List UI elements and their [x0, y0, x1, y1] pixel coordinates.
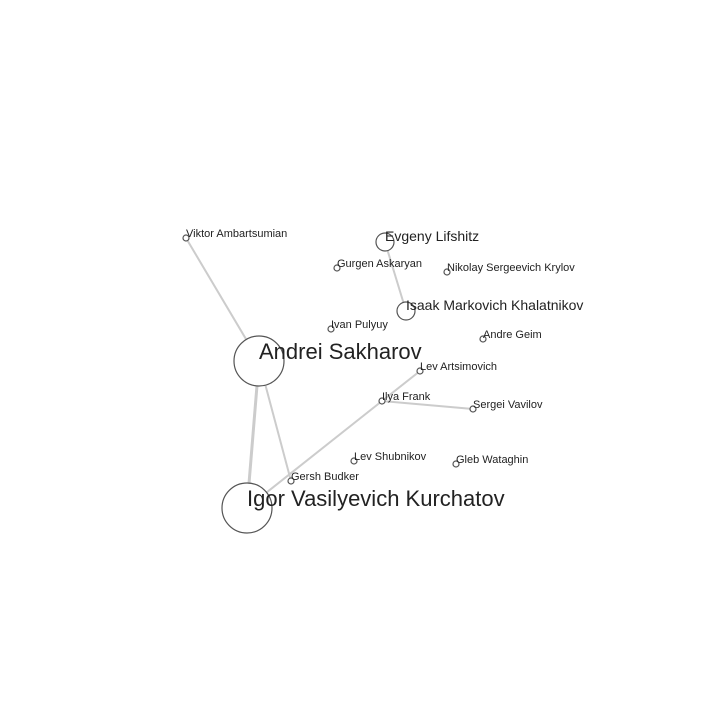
node-label-vavilov: Sergei Vavilov — [473, 399, 543, 411]
node-vavilov[interactable] — [469, 405, 477, 413]
node-label-wataghin: Gleb Wataghin — [456, 454, 528, 466]
node-artsimovich[interactable] — [416, 367, 424, 375]
node-label-lifshitz: Evgeny Lifshitz — [385, 228, 479, 244]
node-label-askaryan: Gurgen Askaryan — [337, 258, 422, 270]
node-label-sakharov: Andrei Sakharov — [259, 339, 422, 364]
edge-layer — [185, 237, 474, 509]
node-geim[interactable] — [479, 335, 487, 343]
node-label-budker: Gersh Budker — [291, 471, 359, 483]
node-label-pulyuy: Ivan Pulyuy — [331, 319, 388, 331]
node-frank[interactable] — [378, 397, 386, 405]
edge-artsimovich-frank — [381, 370, 421, 402]
node-label-frank: Ilya Frank — [382, 391, 431, 403]
node-sakharov[interactable] — [233, 335, 285, 387]
node-label-krylov: Nikolay Sergeevich Krylov — [447, 262, 575, 274]
node-label-khalatnikov: Isaak Markovich Khalatnikov — [406, 297, 583, 313]
node-budker[interactable] — [287, 477, 295, 485]
node-krylov[interactable] — [443, 268, 451, 276]
edge-frank-kurchatov — [246, 400, 383, 509]
node-kurchatov[interactable] — [221, 482, 273, 534]
node-label-kurchatov: Igor Vasilyevich Kurchatov — [247, 486, 505, 511]
edge-lifshitz-khalatnikov — [384, 241, 407, 312]
node-wataghin[interactable] — [452, 460, 460, 468]
node-askaryan[interactable] — [333, 264, 341, 272]
label-layer: Andrei Sakharov Igor Vasilyevich Kurchato… — [186, 228, 583, 511]
node-label-ambartsumian: Viktor Ambartsumian — [186, 228, 287, 240]
edge-frank-vavilov — [381, 400, 474, 410]
node-ambartsumian[interactable] — [182, 234, 190, 242]
node-label-geim: Andre Geim — [483, 329, 542, 341]
node-shubnikov[interactable] — [350, 457, 358, 465]
node-lifshitz[interactable] — [375, 232, 395, 252]
node-pulyuy[interactable] — [327, 325, 335, 333]
node-label-artsimovich: Lev Artsimovich — [420, 361, 497, 373]
node-layer — [182, 232, 487, 534]
node-khalatnikov[interactable] — [396, 301, 416, 321]
node-label-shubnikov: Lev Shubnikov — [354, 451, 427, 463]
